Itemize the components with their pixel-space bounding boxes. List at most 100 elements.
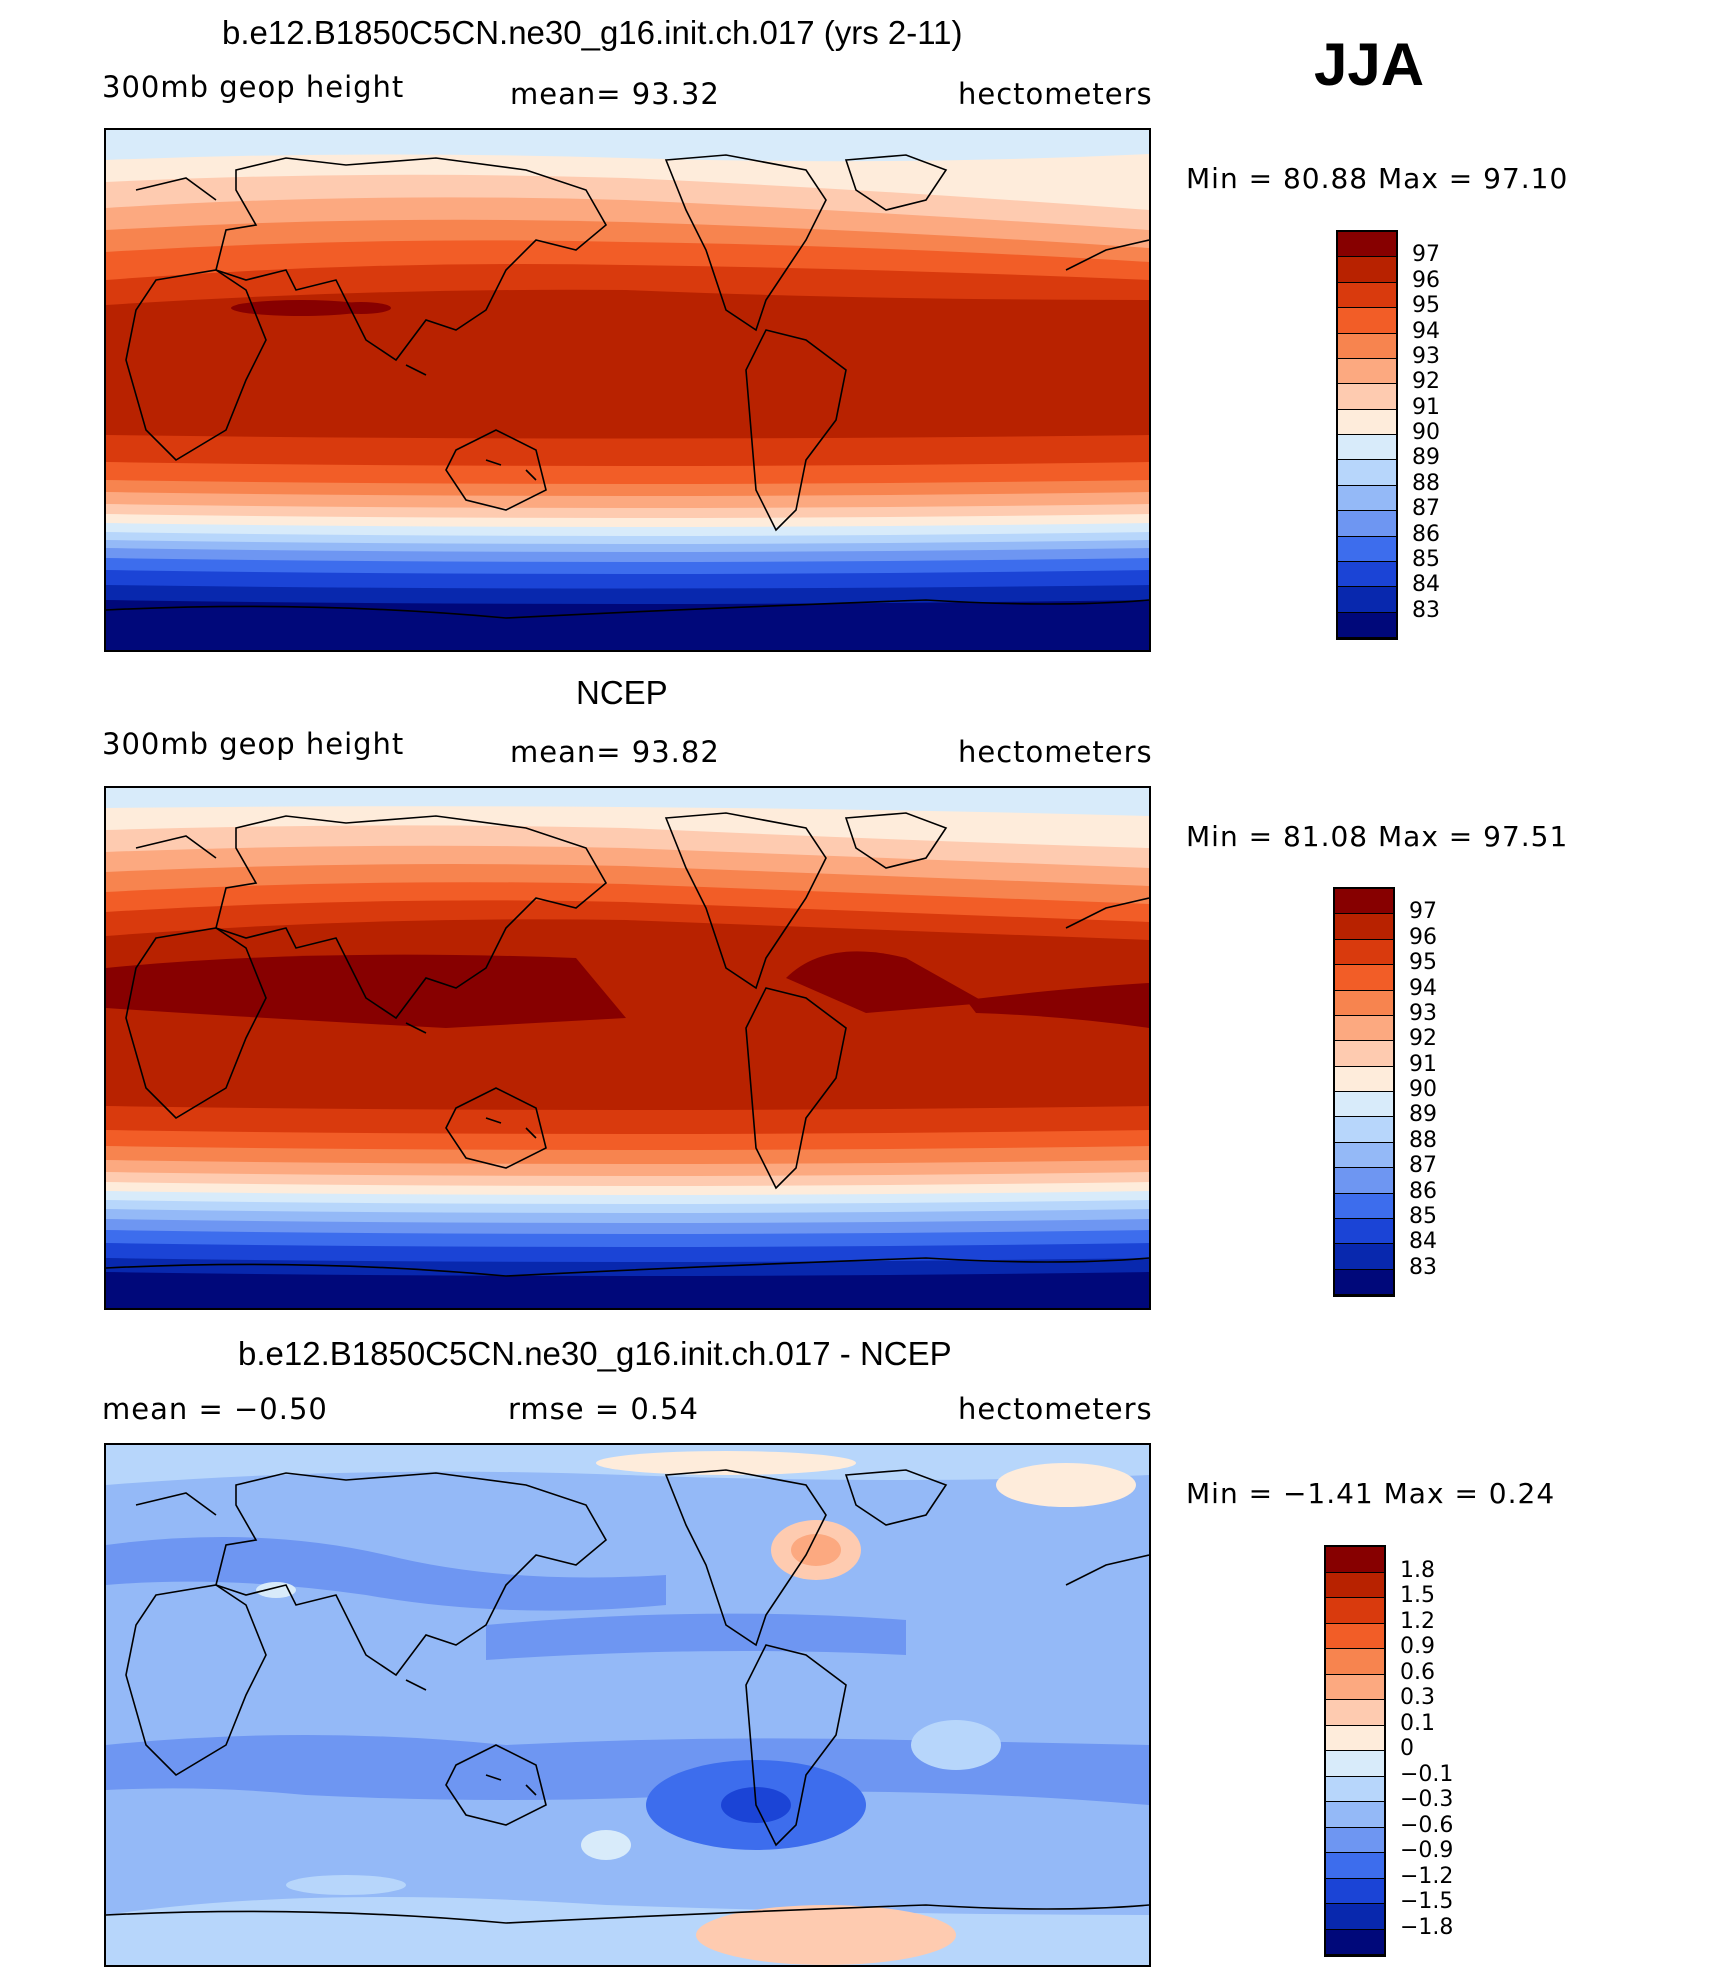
legend-color-box [1338,612,1396,638]
legend-level-label: 83 [1412,597,1440,623]
panel3-title: b.e12.B1850C5CN.ne30_g16.init.ch.017 - N… [238,1335,952,1372]
legend-color-box [1338,587,1396,613]
legend-level-label: 84 [1409,1229,1437,1255]
legend-level-label: −1.5 [1400,1889,1454,1914]
legend-level-label: 92 [1412,369,1440,395]
legend-level-label: 1.5 [1400,1583,1435,1608]
legend-level-label: 87 [1409,1153,1437,1179]
legend-color-box [1338,257,1396,283]
legend-color-box [1338,485,1396,512]
panel2-units: hectometers [958,735,1153,769]
legend-color-box [1335,889,1393,915]
legend-color-box [1338,308,1396,334]
legend-color-box [1338,561,1396,588]
legend-level-label: 0.1 [1400,1710,1435,1736]
panel2-map [104,786,1151,1310]
legend-color-box [1338,232,1396,258]
legend-color-box [1326,1598,1384,1624]
legend-level-label: −1.2 [1400,1863,1454,1889]
legend-color-box [1338,435,1396,461]
legend-level-label: 0.3 [1400,1685,1435,1710]
legend-color-box [1338,282,1396,309]
legend-color-box [1326,1751,1384,1777]
legend-level-label: 91 [1409,1051,1437,1077]
legend-color-box [1338,460,1396,486]
legend-color-box [1335,1015,1393,1042]
panel2-mean: mean= 93.82 [510,735,720,769]
legend-color-box [1326,1853,1384,1879]
legend-color-box [1326,1725,1384,1751]
legend-color-box [1335,990,1393,1016]
panel1-min-max: Min = 80.88 Max = 97.10 [1186,162,1569,195]
legend-color-box [1326,1878,1384,1904]
legend-color-box [1335,914,1393,940]
legend-level-label: 84 [1412,572,1440,598]
legend-level-label: 94 [1409,975,1437,1001]
legend-level-label: −1.8 [1400,1914,1454,1940]
legend-color-box [1335,939,1393,966]
panel1-map [104,128,1151,652]
legend-level-label: 89 [1409,1102,1437,1128]
legend-level-label: 86 [1409,1178,1437,1204]
legend-level-label: 86 [1412,521,1440,547]
legend-color-box [1335,965,1393,991]
legend-color-box [1326,1776,1384,1802]
legend-level-label: 87 [1412,496,1440,522]
panel3-min-max: Min = −1.41 Max = 0.24 [1186,1477,1556,1510]
legend-level-label: 92 [1409,1026,1437,1052]
legend-color-box [1326,1827,1384,1853]
legend-level-label: 89 [1412,445,1440,471]
legend-level-label: 96 [1409,924,1437,950]
legend-level-label: 88 [1412,470,1440,496]
legend-level-label: 96 [1412,267,1440,293]
panel3-contour-field [106,1445,1149,1965]
legend-color-box [1335,1117,1393,1143]
panel1-title: b.e12.B1850C5CN.ne30_g16.init.ch.017 (yr… [222,14,963,51]
legend-color-box [1326,1929,1384,1955]
legend-level-label: 94 [1412,318,1440,344]
legend-level-label: 97 [1409,899,1437,925]
panel2-title: NCEP [576,674,668,711]
legend-color-box [1338,409,1396,435]
legend-level-label: 83 [1409,1254,1437,1280]
legend-color-box [1338,333,1396,359]
legend-color-box [1326,1649,1384,1675]
legend-color-box [1335,1168,1393,1194]
legend-level-label: −0.9 [1400,1838,1454,1863]
legend-color-box [1335,1193,1393,1219]
legend-color-box [1338,511,1396,537]
legend-color-box [1338,384,1396,410]
legend-color-box [1335,1269,1393,1295]
panel2-min-max: Min = 81.08 Max = 97.51 [1186,820,1569,853]
legend-level-label: 93 [1412,343,1440,369]
legend-level-label: 97 [1412,242,1440,268]
legend-color-box [1326,1802,1384,1828]
legend-level-label: 93 [1409,1000,1437,1026]
legend-color-box [1326,1904,1384,1930]
legend-color-box [1338,536,1396,562]
legend-level-label: −0.3 [1400,1787,1454,1812]
legend-level-label: 0.6 [1400,1659,1435,1685]
season-label: JJA [1314,31,1425,98]
panel3-rmse: rmse = 0.54 [508,1392,699,1426]
legend-color-box [1326,1572,1384,1598]
panel2-legend [1333,887,1395,1297]
legend-color-box [1335,1066,1393,1092]
legend-color-box [1335,1218,1393,1245]
legend-level-label: −0.6 [1400,1812,1454,1838]
panel1-mean: mean= 93.32 [510,77,720,111]
legend-color-box [1335,1092,1393,1118]
legend-color-box [1326,1700,1384,1726]
legend-color-box [1335,1041,1393,1067]
legend-level-label: 88 [1409,1127,1437,1153]
legend-level-label: −0.1 [1400,1761,1454,1787]
panel1-units: hectometers [958,77,1153,111]
panel1-contour-field [106,130,1149,650]
panel3-units: hectometers [958,1392,1153,1426]
legend-level-label: 85 [1409,1203,1437,1229]
panel3-legend [1324,1545,1386,1957]
legend-level-label: 90 [1409,1077,1437,1102]
panel2-field-label: 300mb geop height [102,727,405,761]
legend-color-box [1338,358,1396,385]
legend-level-label: 90 [1412,420,1440,445]
